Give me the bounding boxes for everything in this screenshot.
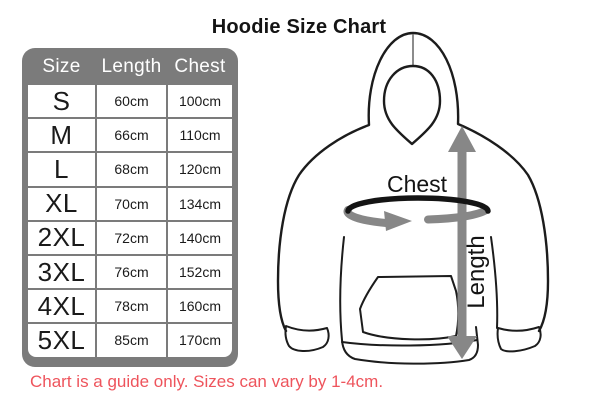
length-cell: 85cm (97, 324, 166, 357)
size-cell: L (28, 153, 95, 186)
column-header-size: Size (42, 55, 81, 77)
chest-cell: 140cm (168, 221, 232, 254)
size-cell: 3XL (28, 255, 95, 289)
size-table: Size Length Chest S 60cm 100cm M 66cm 11… (22, 48, 238, 367)
chest-circumference-arrow-icon (343, 195, 491, 231)
length-cell: 70cm (97, 187, 166, 220)
chest-cell: 110cm (168, 119, 232, 152)
chest-cell: 160cm (168, 290, 232, 323)
size-table-body: S 60cm 100cm M 66cm 110cm L 68cm 120cm X… (28, 85, 232, 357)
size-cell: 2XL (28, 221, 95, 254)
page-title: Hoodie Size Chart (211, 16, 387, 38)
length-cell: 68cm (97, 153, 166, 186)
length-cell: 78cm (97, 290, 166, 323)
chest-cell: 170cm (168, 324, 232, 357)
length-label: Length (463, 235, 490, 308)
size-cell: S (28, 85, 95, 118)
length-cell: 60cm (97, 85, 166, 118)
column-header-length: Length (101, 55, 162, 77)
size-cell: M (28, 119, 95, 152)
size-cell: 5XL (28, 324, 95, 357)
length-cell: 66cm (97, 119, 166, 152)
length-cell: 72cm (97, 221, 166, 254)
footnote-text: Chart is a guide only. Sizes can vary by… (30, 372, 384, 391)
hoodie-outline-icon (276, 31, 550, 365)
chest-label: Chest (387, 171, 448, 197)
chest-cell: 152cm (168, 255, 232, 289)
chest-cell: 120cm (168, 153, 232, 186)
hoodie-diagram: Chest Length (276, 31, 550, 365)
size-table-header: Size Length Chest (28, 48, 232, 85)
size-cell: 4XL (28, 290, 95, 323)
chest-cell: 100cm (168, 85, 232, 118)
length-arrow-icon (447, 126, 477, 359)
chest-cell: 134cm (168, 187, 232, 220)
column-header-chest: Chest (174, 55, 226, 77)
size-cell: XL (28, 187, 95, 220)
length-cell: 76cm (97, 255, 166, 289)
pocket-outline (359, 275, 460, 341)
